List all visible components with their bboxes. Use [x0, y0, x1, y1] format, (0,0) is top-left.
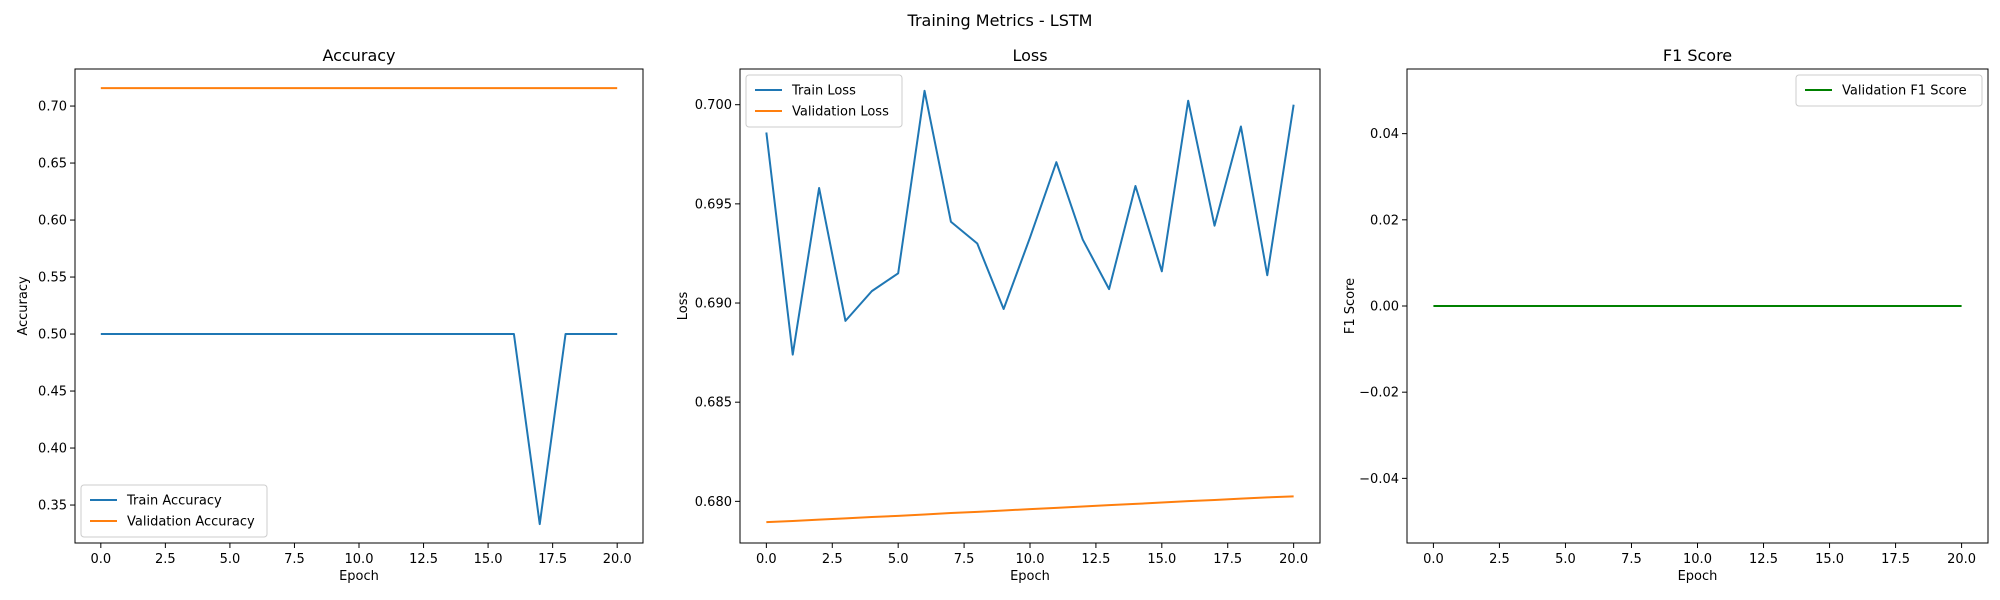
y-tick-label: 0.35: [38, 499, 67, 514]
legend-label: Train Accuracy: [126, 494, 222, 509]
x-tick-label: 10.0: [1683, 552, 1712, 567]
x-tick-label: 0.0: [1423, 552, 1444, 567]
legend-box: [745, 74, 903, 128]
x-tick-label: 5.0: [888, 552, 909, 567]
series-line-1: [765, 89, 1295, 356]
x-tick-label: 15.0: [474, 552, 503, 567]
y-tick-label: 0.695: [695, 197, 732, 212]
y-tick-label: 0.70: [38, 100, 67, 115]
series-line-1: [100, 333, 618, 526]
x-tick-label: 7.5: [954, 552, 975, 567]
x-tick-label: 12.5: [409, 552, 438, 567]
x-tick-label: 10.0: [1016, 552, 1045, 567]
x-tick-label: 2.5: [155, 552, 176, 567]
x-tick-label: 2.5: [822, 552, 843, 567]
legend-label: Train Loss: [791, 84, 856, 99]
axes-frame: [739, 68, 1321, 544]
x-tick-label: 12.5: [1749, 552, 1778, 567]
y-tick-label: 0.50: [38, 328, 67, 343]
x-tick-label: 20.0: [1947, 552, 1976, 567]
x-tick-label: 17.5: [1881, 552, 1910, 567]
x-tick-label: 17.5: [538, 552, 567, 567]
chart-title: F1 Score: [1663, 46, 1732, 65]
legend: Validation F1 Score: [1795, 74, 1983, 107]
legend-label: Validation Accuracy: [127, 515, 255, 530]
y-tick-label: 0.45: [38, 385, 67, 400]
legend-box: [80, 484, 268, 538]
y-tick-label: −0.02: [1359, 386, 1399, 401]
x-tick-label: 10.0: [345, 552, 374, 567]
y-tick-label: 0.65: [38, 157, 67, 172]
y-tick-label: 0.680: [695, 495, 732, 510]
y-tick-label: 0.55: [38, 271, 67, 286]
x-tick-label: 12.5: [1081, 552, 1110, 567]
x-tick-label: 20.0: [1279, 552, 1308, 567]
chart-title: Loss: [1012, 46, 1047, 65]
x-tick-label: 15.0: [1147, 552, 1176, 567]
y-tick-label: 0.690: [695, 297, 732, 312]
chart-panels: Accuracy 0.0 2.5 5.0 7.5 10.0 12.5 15.0 17.5 20.0…: [16, 46, 1989, 584]
x-tick-label: 5.0: [1555, 552, 1576, 567]
y-axis-label: Accuracy: [16, 276, 31, 336]
y-tick-label: 0.04: [1370, 127, 1399, 142]
x-tick-label: 0.0: [90, 552, 111, 567]
x-tick-label: 20.0: [603, 552, 632, 567]
x-tick-label: 2.5: [1489, 552, 1510, 567]
legend-label: Validation F1 Score: [1842, 84, 1967, 99]
y-tick-label: 0.700: [695, 98, 732, 113]
legend-label: Validation Loss: [792, 105, 889, 120]
chart-panel-3: F1 Score 0.0 2.5 5.0 7.5 10.0 12.5 15.0 17.5 20.0…: [1343, 46, 1989, 584]
axes-frame: [74, 68, 644, 544]
y-tick-label: 0.60: [38, 214, 67, 229]
chart-panel-2: Loss 0.0 2.5 5.0 7.5 10.0 12.5 15.0 17.5 20.0 0.68…: [676, 46, 1321, 584]
legend-box: [1795, 74, 1983, 107]
x-axis-label: Epoch: [339, 569, 379, 584]
x-axis-label: Epoch: [1678, 569, 1718, 584]
y-axis-label: Loss: [676, 292, 691, 321]
x-tick-label: 15.0: [1815, 552, 1844, 567]
x-tick-label: 7.5: [284, 552, 305, 567]
x-tick-label: 0.0: [756, 552, 777, 567]
series-line-2: [766, 495, 1294, 524]
y-axis-label: F1 Score: [1343, 278, 1358, 334]
y-tick-label: 0.685: [695, 396, 732, 411]
y-tick-label: −0.04: [1359, 472, 1399, 487]
x-tick-label: 17.5: [1213, 552, 1242, 567]
legend: Train Loss Validation Loss: [745, 74, 903, 128]
y-tick-label: 0.40: [38, 442, 67, 457]
figure-title: Training Metrics - LSTM: [907, 11, 1093, 30]
x-axis-label: Epoch: [1010, 569, 1050, 584]
chart-title: Accuracy: [322, 46, 395, 65]
chart-panel-1: Accuracy 0.0 2.5 5.0 7.5 10.0 12.5 15.0 17.5 20.0…: [16, 46, 644, 584]
x-tick-label: 7.5: [1621, 552, 1642, 567]
legend: Train Accuracy Validation Accuracy: [80, 484, 268, 538]
y-tick-label: 0.02: [1370, 213, 1399, 228]
y-tick-label: 0.00: [1370, 300, 1399, 315]
x-tick-label: 5.0: [220, 552, 241, 567]
